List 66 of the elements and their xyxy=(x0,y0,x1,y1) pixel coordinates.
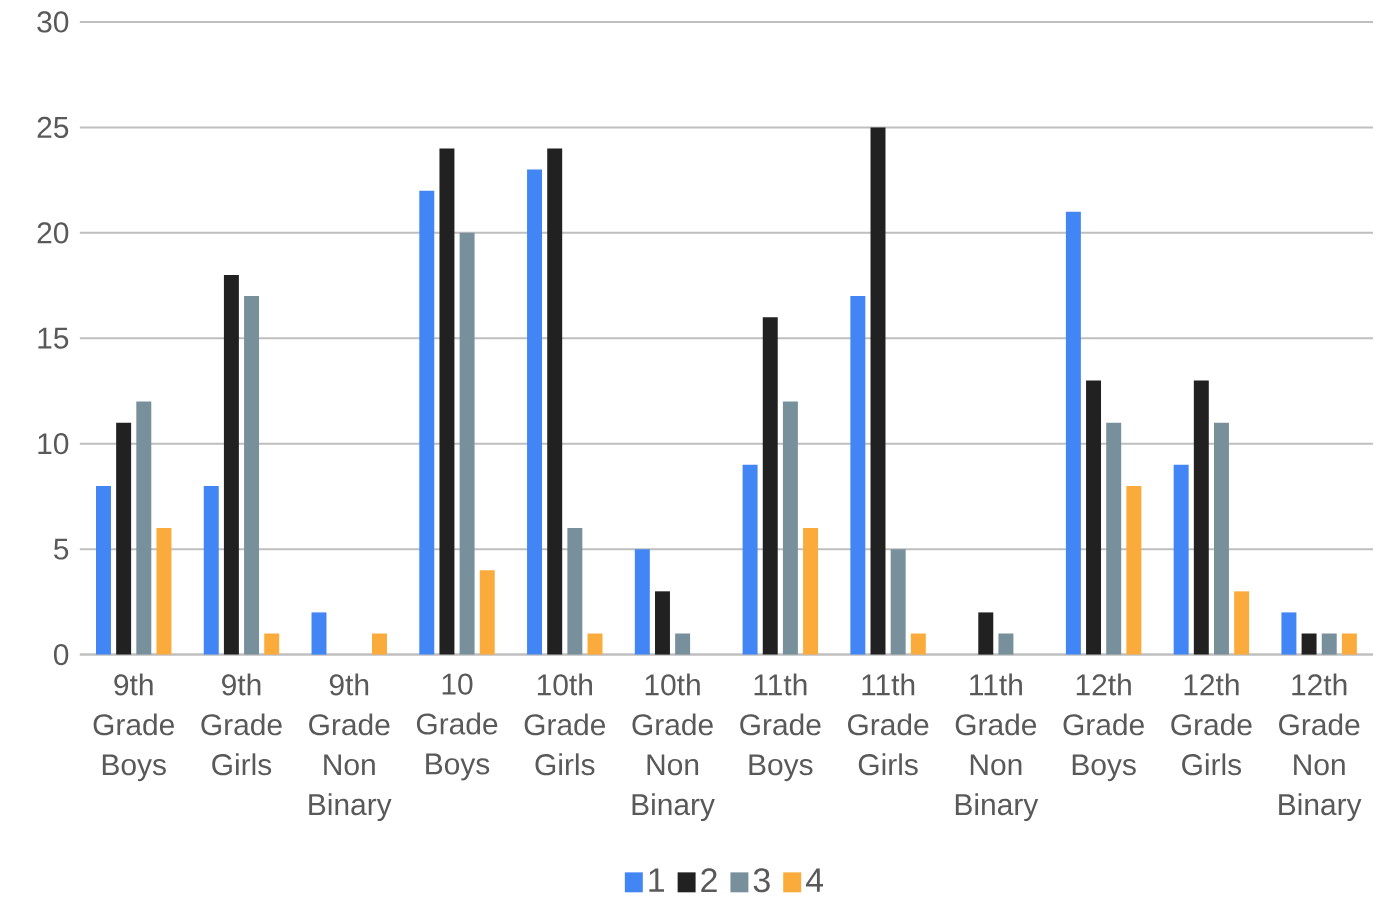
legend-label: 3 xyxy=(753,868,770,893)
bar xyxy=(587,633,603,655)
y-tick-label: 20 xyxy=(37,222,69,244)
bar xyxy=(1321,633,1337,655)
y-tick-label: 5 xyxy=(53,538,69,560)
bar xyxy=(264,633,280,655)
bar xyxy=(890,548,906,655)
bar xyxy=(910,633,926,655)
x-tick-label: 10th Grade Girls xyxy=(524,673,606,776)
legend-label: 1 xyxy=(649,868,664,892)
bar xyxy=(675,633,691,655)
x-tick-label: 9th Grade Non Binary xyxy=(309,673,392,821)
bar xyxy=(978,612,994,655)
x-tick-label: 11th Grade Non Binary xyxy=(955,673,1039,821)
bar xyxy=(1193,380,1209,655)
bar xyxy=(479,570,495,655)
bar xyxy=(1281,612,1297,655)
x-tick-label: 9th Grade Boys xyxy=(93,673,174,781)
bar xyxy=(547,148,563,655)
bar xyxy=(1301,633,1317,655)
x-tick-label: 12th Grade Boys xyxy=(1063,673,1144,781)
bar xyxy=(223,274,239,655)
x-tick-label: 10th Grade Non Binary xyxy=(632,673,715,821)
bar xyxy=(459,232,475,655)
bar xyxy=(567,527,583,655)
bar xyxy=(96,485,111,655)
bar xyxy=(1173,464,1189,655)
bar xyxy=(850,295,866,655)
bar xyxy=(1341,633,1357,655)
bar xyxy=(372,633,387,655)
legend-label: 2 xyxy=(701,868,717,892)
bar xyxy=(439,148,455,655)
bar xyxy=(1234,591,1250,655)
x-tick-label: 9th Grade Girls xyxy=(201,673,282,776)
bar xyxy=(870,127,886,655)
bar xyxy=(1213,422,1229,655)
bar xyxy=(762,316,778,655)
bar xyxy=(419,190,435,655)
bar xyxy=(244,295,260,655)
legend-label: 4 xyxy=(805,868,824,892)
x-tick-label: 11th Grade Girls xyxy=(847,673,929,776)
y-tick-label: 10 xyxy=(38,432,69,455)
bar xyxy=(654,591,670,655)
x-tick-label: 12th Grade Girls xyxy=(1171,673,1252,776)
bar xyxy=(116,422,132,655)
x-tick-label: 12th Grade Non Binary xyxy=(1279,673,1362,821)
bar xyxy=(634,548,650,655)
bar xyxy=(136,401,152,655)
x-tick-label: 11th Grade Boys xyxy=(740,673,821,781)
y-tick-label: 25 xyxy=(37,116,69,138)
bar xyxy=(311,612,327,655)
y-tick-label: 30 xyxy=(37,11,69,33)
x-tick-label: 10 Grade Boys xyxy=(416,673,498,781)
bar xyxy=(998,633,1014,655)
bar xyxy=(803,527,819,655)
y-tick-label: 0 xyxy=(53,643,69,665)
bar xyxy=(203,485,219,655)
bar xyxy=(156,527,172,655)
bar xyxy=(1106,422,1122,655)
bar xyxy=(742,464,758,655)
y-tick-label: 15 xyxy=(38,327,69,349)
bar xyxy=(1086,380,1102,655)
bar xyxy=(782,401,798,655)
bar xyxy=(1065,211,1081,655)
bar xyxy=(1126,485,1142,655)
bar xyxy=(527,169,543,655)
